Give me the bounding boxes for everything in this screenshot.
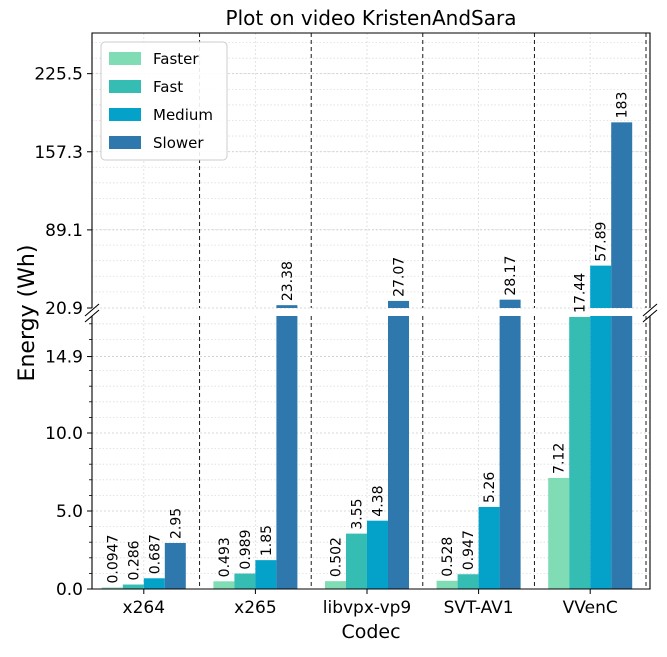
bar-upper-slower-SVT-AV1 — [499, 299, 521, 308]
bar-value-label: 0.286 — [126, 540, 142, 580]
bar-faster-x264 — [101, 587, 123, 589]
bar-slower-SVT-AV1 — [499, 316, 521, 589]
bar-slower-VVenC — [611, 316, 633, 589]
bar-medium-libvpx-vp9 — [367, 520, 388, 589]
y-tick-label: 10.0 — [45, 424, 83, 444]
bar-faster-VVenC — [548, 477, 570, 589]
x-tick-label: x265 — [234, 598, 277, 618]
bar-medium-x264 — [143, 578, 165, 589]
chart-title: Plot on video KristenAndSara — [226, 6, 517, 30]
bar-medium-VVenC — [590, 316, 612, 589]
legend-swatch — [109, 80, 141, 93]
y-tick-label: 5.0 — [56, 502, 83, 522]
bar-fast-VVenC — [569, 316, 591, 589]
bar-value-label: 27.07 — [392, 257, 408, 297]
bar-value-label: 0.502 — [329, 537, 345, 577]
bar-value-label: 4.38 — [371, 486, 387, 517]
legend-swatch — [109, 52, 141, 65]
bar-fast-x264 — [122, 584, 144, 589]
bar-value-label: 0.0947 — [105, 535, 121, 584]
x-axis-label: Codec — [341, 621, 400, 643]
bar-slower-libvpx-vp9 — [388, 316, 409, 589]
bar-value-label: 7.12 — [552, 443, 568, 474]
bars — [101, 122, 633, 589]
bar-upper-medium-VVenC — [590, 265, 612, 308]
bar-fast-x265 — [234, 573, 256, 589]
bar-value-label: 0.947 — [461, 530, 477, 570]
bar-faster-x265 — [213, 581, 235, 589]
bar-medium-x265 — [255, 560, 277, 589]
bar-value-label: 1.85 — [259, 525, 275, 556]
bar-upper-slower-libvpx-vp9 — [388, 300, 409, 308]
legend-entry: Fast — [153, 78, 183, 96]
legend-swatch — [109, 108, 141, 121]
y-tick-label: 157.3 — [34, 143, 83, 163]
x-tick-label: libvpx-vp9 — [323, 598, 412, 618]
bar-slower-x265 — [276, 316, 298, 589]
bar-slower-x264 — [164, 542, 186, 589]
legend: Faster Fast Medium Slower — [100, 41, 228, 161]
bar-fast-libvpx-vp9 — [346, 533, 367, 589]
bar-value-label: 17.44 — [573, 273, 589, 313]
bar-fast-SVT-AV1 — [457, 574, 479, 589]
y-tick-label: 0.0 — [56, 580, 83, 600]
bar-value-labels: 0.0947 0.493 0.502 0.528 7.12 0.286 0.989 3.55 0… — [105, 92, 630, 584]
bar-value-label: 0.989 — [238, 529, 254, 569]
tick-labels: 0.0 5.0 10.0 14.9 20.9 89.1 157.3 225.5 x264 x265… — [34, 65, 617, 618]
bar-value-label: 2.95 — [168, 508, 184, 539]
axis-break-mark — [84, 309, 100, 323]
y-tick-label: 20.9 — [45, 299, 83, 319]
bar-faster-SVT-AV1 — [436, 580, 458, 589]
legend-box — [100, 41, 228, 161]
bar-value-label: 57.89 — [594, 222, 610, 262]
axis-break-mark — [642, 309, 658, 323]
bar-faster-libvpx-vp9 — [325, 581, 346, 589]
x-tick-label: SVT-AV1 — [444, 598, 514, 618]
bar-upper-slower-x265 — [276, 305, 298, 308]
legend-entry: Medium — [153, 106, 213, 124]
bar-value-label: 0.528 — [440, 537, 456, 577]
bar-value-label: 0.493 — [217, 537, 233, 577]
bar-value-label: 3.55 — [350, 498, 366, 529]
x-tick-label: VVenC — [563, 598, 618, 618]
bar-value-label: 28.17 — [503, 256, 519, 296]
y-tick-label: 14.9 — [45, 348, 83, 368]
bar-value-label: 0.687 — [147, 534, 163, 574]
legend-entry: Slower — [153, 134, 204, 152]
axis-break-mark — [84, 303, 100, 317]
bar-value-label: 23.38 — [280, 261, 296, 301]
y-axis-label: Energy (Wh) — [15, 245, 40, 382]
y-tick-label: 225.5 — [34, 65, 83, 85]
legend-entry: Faster — [153, 50, 199, 68]
bar-value-label: 5.26 — [482, 472, 498, 503]
y-tick-label: 89.1 — [45, 221, 83, 241]
bar-medium-SVT-AV1 — [478, 506, 500, 589]
lower-panel-frame — [91, 316, 651, 590]
upper-panel-frame — [91, 32, 651, 308]
x-tick-label: x264 — [123, 598, 166, 618]
bar-upper-slower-VVenC — [611, 122, 633, 309]
axis-break-mark — [642, 303, 658, 317]
legend-swatch — [109, 136, 141, 149]
bar-value-label: 183 — [615, 92, 631, 119]
